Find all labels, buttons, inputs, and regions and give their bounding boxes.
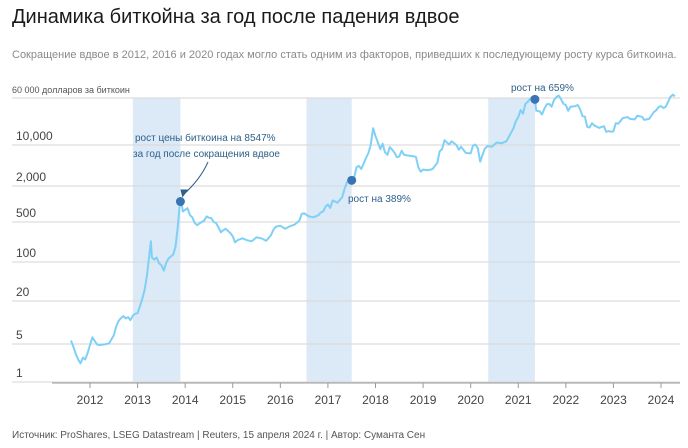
x-tick-label: 2016: [267, 393, 294, 407]
y-tick-label: 2,000: [16, 170, 46, 184]
x-tick-label: 2022: [552, 393, 579, 407]
halving-band-2: [306, 98, 352, 382]
chart-title: Динамика биткойна за год после падения в…: [12, 6, 460, 28]
y-tick-label: 500: [16, 206, 36, 220]
x-tick-label: 2024: [648, 393, 675, 407]
x-tick-label: 2021: [505, 393, 532, 407]
halving-band-3: [488, 98, 535, 382]
annotation-389: рост на 389%: [348, 194, 411, 205]
x-axis: 2012 2013 2014 2015 2016 2017 2018 2019 2020 2021…: [52, 382, 680, 407]
halving-marker-2: [347, 175, 357, 185]
source-note: Источник: ProShares, LSEG Datastream | R…: [12, 430, 426, 441]
x-tick-label: 2017: [315, 393, 342, 407]
bitcoin-price-line: [70, 93, 676, 365]
x-tick-label: 2015: [219, 393, 246, 407]
y-tick-label: 10,000: [16, 129, 53, 143]
x-tick-label: 2020: [457, 393, 484, 407]
y-tick-label: 1: [16, 366, 23, 380]
annotation-8547-line1: рост цены биткоина на 8547%: [135, 132, 276, 144]
annotations: рост цены биткоина на 8547% за год после…: [133, 83, 574, 205]
x-tick-label: 2013: [124, 393, 151, 407]
arrowhead: [180, 189, 189, 198]
y-tick-label: 60 000 долларов за биткоин: [12, 85, 130, 95]
x-tick-label: 2018: [362, 393, 389, 407]
x-tick-label: 2023: [600, 393, 627, 407]
y-tick-label: 5: [16, 328, 23, 342]
annotation-659: рост на 659%: [511, 83, 574, 94]
halving-marker-3: [530, 94, 540, 104]
x-tick-label: 2019: [410, 393, 437, 407]
x-tick-label: 2014: [172, 393, 199, 407]
halving-marker-1: [175, 197, 185, 207]
chart-subtitle: Сокращение вдвое в 2012, 2016 и 2020 год…: [12, 49, 677, 61]
y-tick-label: 100: [16, 246, 36, 260]
x-tick-label: 2012: [77, 393, 104, 407]
gridlines: [12, 97, 680, 383]
annotation-8547-line2: за год после сокращения вдвое: [133, 149, 280, 160]
y-tick-label: 20: [16, 285, 30, 299]
halving-markers: [175, 94, 540, 207]
y-axis-labels: 60 000 долларов за биткоин 10,000 2,000 500…: [12, 85, 130, 380]
